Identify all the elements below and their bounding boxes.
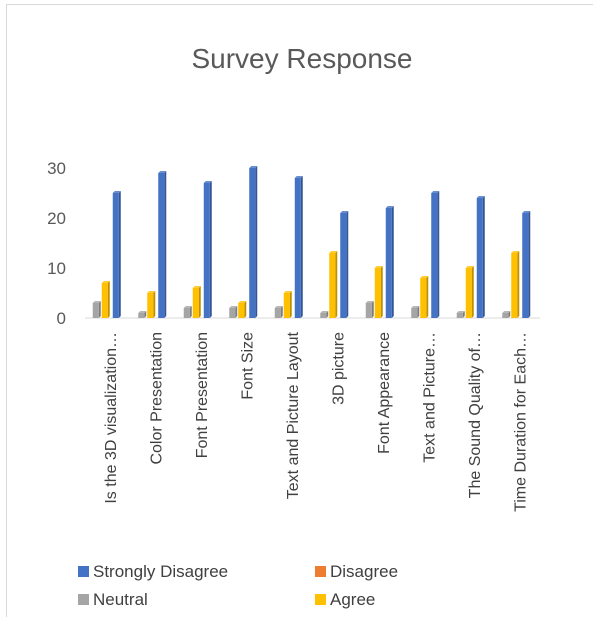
bar-neutral — [183, 306, 192, 318]
x-tick-label: 3D picture — [330, 332, 347, 405]
bar-neutral — [456, 311, 465, 318]
bar-neutral — [411, 306, 420, 318]
x-axis-labels: Is the 3D visualization… Color Presentati… — [103, 331, 530, 511]
x-tick-label: Text and Picture Layout — [285, 331, 302, 499]
y-axis: 0 10 20 30 — [47, 159, 66, 328]
bar-agree — [101, 281, 110, 318]
y-tick-label: 30 — [47, 159, 66, 178]
y-tick-label: 10 — [47, 259, 66, 278]
legend-label: Strongly Disagree — [93, 562, 228, 581]
legend-swatch — [315, 594, 326, 605]
y-tick-label: 20 — [47, 209, 66, 228]
chart-frame — [6, 4, 593, 617]
legend-item-strongly-disagree: Strongly Disagree — [78, 562, 228, 581]
x-tick-label: The Sound Quality of… — [467, 332, 484, 498]
x-tick-label: Font Appearance — [376, 332, 393, 454]
legend-item-disagree: Disagree — [315, 562, 398, 581]
bar-neutral — [229, 306, 238, 318]
bar-agree — [238, 301, 247, 318]
bar-neutral — [365, 301, 374, 318]
x-tick-label: Is the 3D visualization… — [103, 332, 120, 504]
legend-label: Agree — [330, 590, 375, 609]
bar-strongly-disagree — [249, 166, 258, 318]
bar-agree — [511, 251, 520, 318]
x-tick-label: Font Size — [239, 332, 256, 400]
bar-strongly-disagree — [431, 191, 440, 318]
bar-strongly-disagree — [203, 181, 212, 318]
bar-agree — [329, 251, 338, 318]
bar-agree — [465, 266, 474, 318]
x-tick-label: Text and Picture… — [421, 332, 438, 463]
bar-agree — [420, 276, 429, 318]
bar-strongly-disagree — [340, 211, 349, 318]
bar-strongly-disagree — [158, 171, 167, 318]
bar-neutral — [274, 306, 283, 318]
bar-strongly-disagree — [476, 196, 485, 318]
legend-swatch — [78, 566, 89, 577]
y-tick-label: 0 — [57, 309, 66, 328]
bar-strongly-disagree — [294, 176, 303, 318]
bar-agree — [374, 266, 383, 318]
x-tick-label: Font Presentation — [194, 332, 211, 458]
bar-neutral — [502, 311, 511, 318]
legend-label: Disagree — [330, 562, 398, 581]
x-tick-label: Color Presentation — [148, 332, 165, 465]
bar-neutral — [92, 301, 101, 318]
legend-label: Neutral — [93, 590, 148, 609]
bar-strongly-disagree — [112, 191, 121, 318]
bar-agree — [192, 286, 201, 318]
bars-group — [92, 166, 531, 318]
bar-strongly-disagree — [385, 206, 394, 318]
legend-item-agree: Agree — [315, 590, 375, 609]
bar-neutral — [138, 311, 147, 318]
x-tick-label: Time Duration for Each… — [512, 332, 529, 512]
legend-item-neutral: Neutral — [78, 590, 148, 609]
legend: Strongly Disagree Disagree Neutral Agree — [78, 562, 398, 609]
legend-swatch — [315, 566, 326, 577]
bar-strongly-disagree — [522, 211, 531, 318]
bar-neutral — [320, 311, 329, 318]
legend-swatch — [78, 594, 89, 605]
bar-agree — [283, 291, 292, 318]
chart-title: Survey Response — [191, 43, 412, 74]
bar-agree — [147, 291, 156, 318]
